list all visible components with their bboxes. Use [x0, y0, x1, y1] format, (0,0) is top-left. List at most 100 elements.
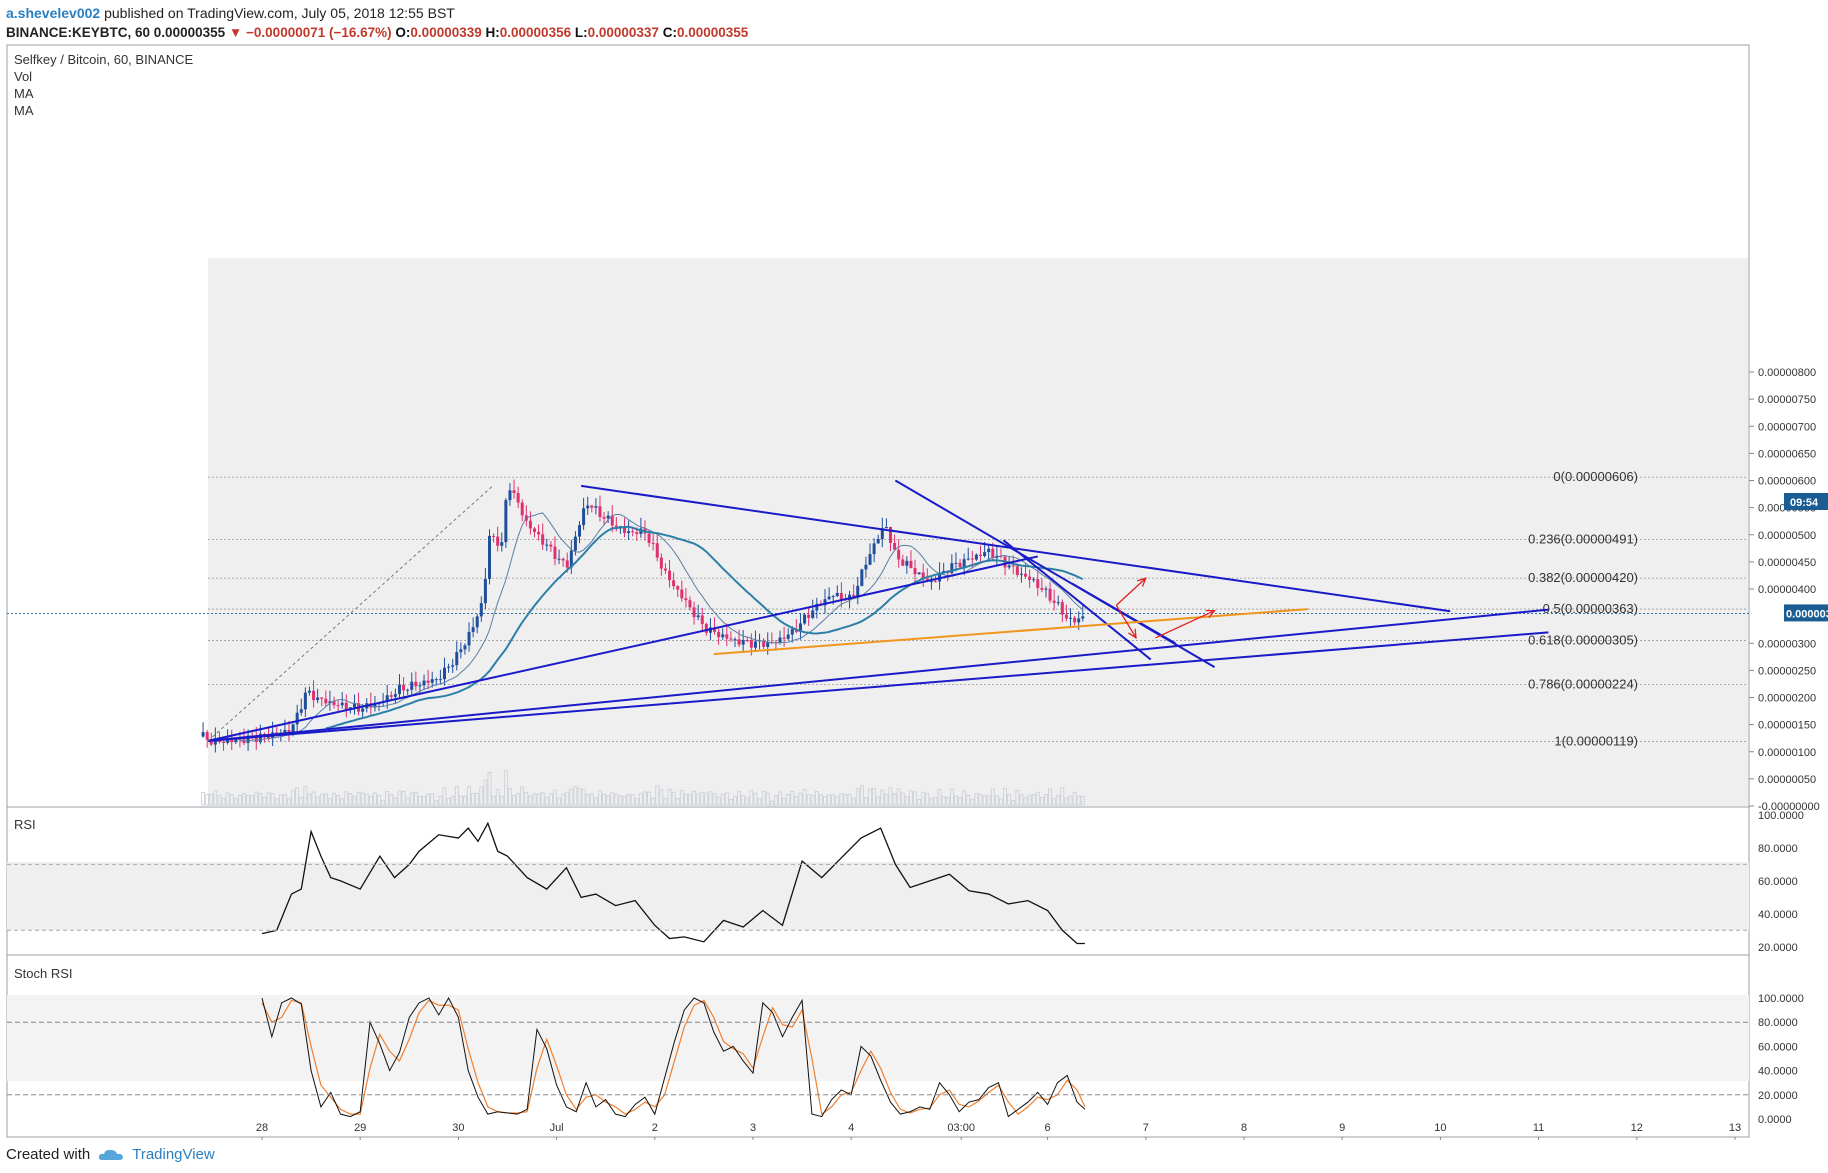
volume-bar — [864, 797, 868, 806]
candle-body — [668, 570, 672, 581]
volume-bar — [794, 795, 799, 806]
candle-body — [537, 531, 541, 535]
volume-bar — [745, 797, 750, 806]
volume-bar — [880, 789, 885, 806]
volume-bar — [876, 796, 881, 806]
stoch-k-line — [261, 996, 1086, 1118]
candle-body — [385, 695, 389, 703]
candle-body — [402, 684, 406, 691]
tradingview-brand[interactable]: TradingView — [132, 1146, 215, 1163]
volume-bar — [1007, 794, 1012, 806]
volume-bar — [340, 798, 345, 806]
candle-body — [533, 528, 537, 532]
low-label: L: — [574, 25, 588, 40]
volume-bar — [569, 788, 574, 806]
x-tick-label: 28 — [256, 1122, 268, 1134]
volume-bar — [827, 794, 832, 806]
candle-body — [688, 600, 692, 608]
stoch-tick-label: 0.0000 — [1758, 1114, 1792, 1126]
candle-body — [1073, 617, 1077, 623]
volume-bar — [1027, 794, 1032, 806]
volume-bar — [806, 794, 811, 806]
volume-bar — [467, 786, 471, 806]
chart-header: a.shevelev002 published on TradingView.c… — [6, 4, 748, 42]
candle-body — [987, 548, 991, 553]
candle-body — [1036, 579, 1040, 588]
down-arrow-icon: ▼ — [228, 25, 243, 40]
candle-body — [839, 592, 843, 600]
candle-body — [262, 733, 266, 735]
volume-bar — [720, 793, 725, 806]
volume-bar — [655, 785, 660, 806]
volume-bar — [479, 786, 484, 806]
volume-bar — [250, 795, 255, 806]
volume-bar — [520, 786, 525, 806]
candle-body — [201, 732, 205, 737]
volume-bar — [332, 792, 336, 806]
candle-body — [594, 506, 598, 508]
volume-bar — [401, 791, 406, 806]
volume-bar — [737, 791, 741, 806]
author-link[interactable]: a.shevelev002 — [6, 5, 101, 21]
stoch-series — [261, 996, 1086, 1118]
fib-label: 0(0.00000606) — [1553, 469, 1638, 484]
candle-body — [303, 692, 307, 710]
y-tick-label: 0.00000650 — [1758, 448, 1816, 460]
volume-bar — [409, 792, 414, 806]
volume-bar — [683, 793, 688, 806]
volume-bar — [974, 793, 979, 806]
volume-bar — [892, 793, 897, 806]
volume-bar — [291, 789, 295, 806]
volume-bar — [647, 791, 651, 806]
candle-body — [786, 634, 790, 639]
volume-bar — [454, 786, 459, 806]
volume-bar — [413, 791, 418, 806]
chart-area[interactable]: 0(0.00000606) 0.236(0.00000491) 0.382(0.00… — [0, 0, 1828, 1140]
candle-body — [307, 690, 311, 693]
candle-body — [725, 634, 729, 639]
candle-body — [496, 536, 500, 546]
x-tick-label: 7 — [1143, 1122, 1149, 1134]
volume-bar — [418, 795, 422, 806]
last-price: 0.00000355 — [153, 25, 226, 40]
support-line — [713, 608, 1308, 656]
volume-bar — [859, 785, 864, 806]
current-price-badge — [1784, 604, 1828, 622]
volume-bar — [233, 797, 238, 806]
candle-body — [938, 572, 942, 582]
volume-bar — [790, 791, 795, 806]
candle-body — [479, 603, 483, 617]
trend-line — [1002, 539, 1152, 661]
candle-body — [373, 704, 377, 708]
symbol-label: BINANCE:KEYBTC, 60 — [6, 25, 151, 40]
volume-bar — [823, 796, 827, 806]
candle-body — [459, 649, 463, 653]
candle-body — [1032, 579, 1036, 581]
x-tick-label: 6 — [1045, 1122, 1051, 1134]
candle-body — [970, 558, 974, 560]
candle-body — [520, 502, 524, 516]
volume-bar — [463, 795, 467, 806]
candle-body — [1056, 602, 1060, 604]
candle-body — [291, 724, 295, 734]
volume-bar — [585, 794, 590, 806]
x-tick-label: 12 — [1631, 1122, 1643, 1134]
volume-bar — [1052, 798, 1057, 806]
trend-line — [1071, 582, 1176, 645]
y-tick-label: 0.00000600 — [1758, 476, 1816, 488]
y-tick-label: -0.00000000 — [1758, 801, 1820, 813]
candle-body — [500, 542, 504, 546]
volume-bar — [283, 793, 287, 806]
candle-body — [880, 528, 884, 539]
candle-body — [393, 694, 397, 697]
volume-bar — [483, 779, 488, 806]
x-tick-label: 3 — [750, 1122, 756, 1134]
volume-bar — [626, 794, 631, 806]
rsi-tick-label: 100.0000 — [1758, 810, 1804, 822]
stoch-label: Stoch RSI — [14, 966, 73, 981]
rsi-label: RSI — [14, 817, 36, 832]
volume-bar — [986, 795, 991, 806]
bar-timer-badge — [1784, 493, 1828, 510]
candle-body — [676, 586, 680, 590]
volume-bar — [1019, 794, 1024, 806]
